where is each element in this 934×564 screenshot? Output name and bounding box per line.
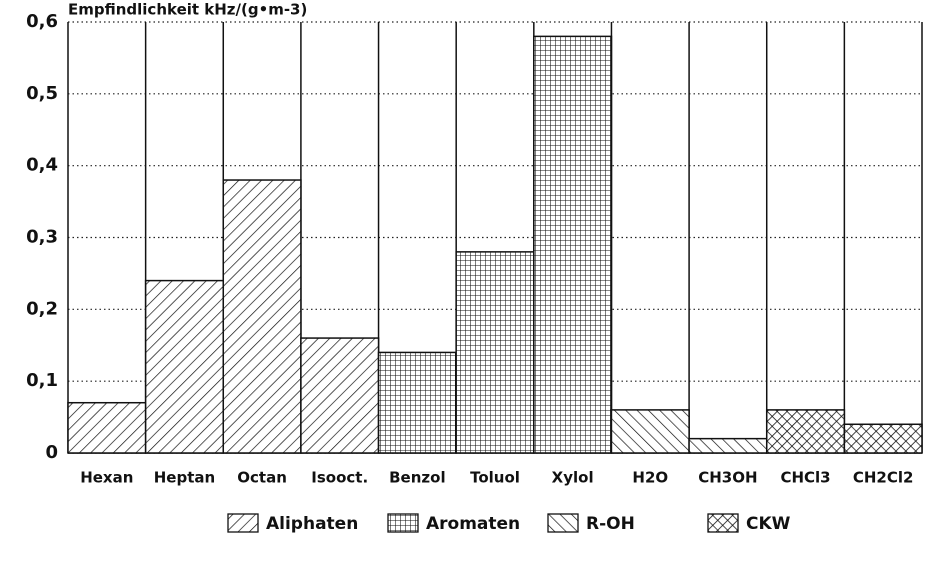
y-tick-label: 0,4 xyxy=(26,155,58,176)
bar xyxy=(300,337,380,454)
legend-swatch xyxy=(547,513,579,533)
x-tick-label: Octan xyxy=(237,469,287,487)
x-tick-label: Xylol xyxy=(552,469,594,487)
legend-swatch xyxy=(707,513,739,533)
bar xyxy=(533,35,613,454)
x-tick-label: CH2Cl2 xyxy=(853,469,914,487)
y-tick-label: 0,6 xyxy=(26,11,58,32)
chart-title: Empfindlichkeit kHz/(g•m-3) xyxy=(68,1,307,19)
x-tick-label: CHCl3 xyxy=(780,469,830,487)
x-tick-label: H2O xyxy=(632,469,668,487)
bar xyxy=(765,409,846,454)
legend-swatch xyxy=(387,513,419,533)
bar xyxy=(455,251,535,454)
legend-label: R-OH xyxy=(586,514,635,534)
legend-label: Aromaten xyxy=(426,514,520,534)
legend-swatch xyxy=(227,513,259,533)
bar xyxy=(67,401,147,454)
bar xyxy=(610,409,690,454)
y-tick-label: 0,3 xyxy=(26,227,58,248)
x-tick-label: Benzol xyxy=(389,469,445,487)
y-tick-label: 0,2 xyxy=(26,298,58,319)
bar xyxy=(222,179,302,454)
bar xyxy=(377,351,457,454)
y-tick-label: 0 xyxy=(45,442,58,463)
x-tick-label: CH3OH xyxy=(698,469,757,487)
x-tick-label: Heptan xyxy=(154,469,215,487)
bar xyxy=(688,437,768,454)
bar xyxy=(843,423,923,454)
legend-label: Aliphaten xyxy=(266,514,358,534)
y-tick-label: 0,5 xyxy=(26,83,58,104)
x-tick-label: Isooct. xyxy=(311,469,368,487)
x-tick-label: Hexan xyxy=(80,469,133,487)
bar xyxy=(144,279,225,454)
y-tick-label: 0,1 xyxy=(26,370,58,391)
legend-label: CKW xyxy=(746,514,791,534)
x-tick-label: Toluol xyxy=(470,469,520,487)
